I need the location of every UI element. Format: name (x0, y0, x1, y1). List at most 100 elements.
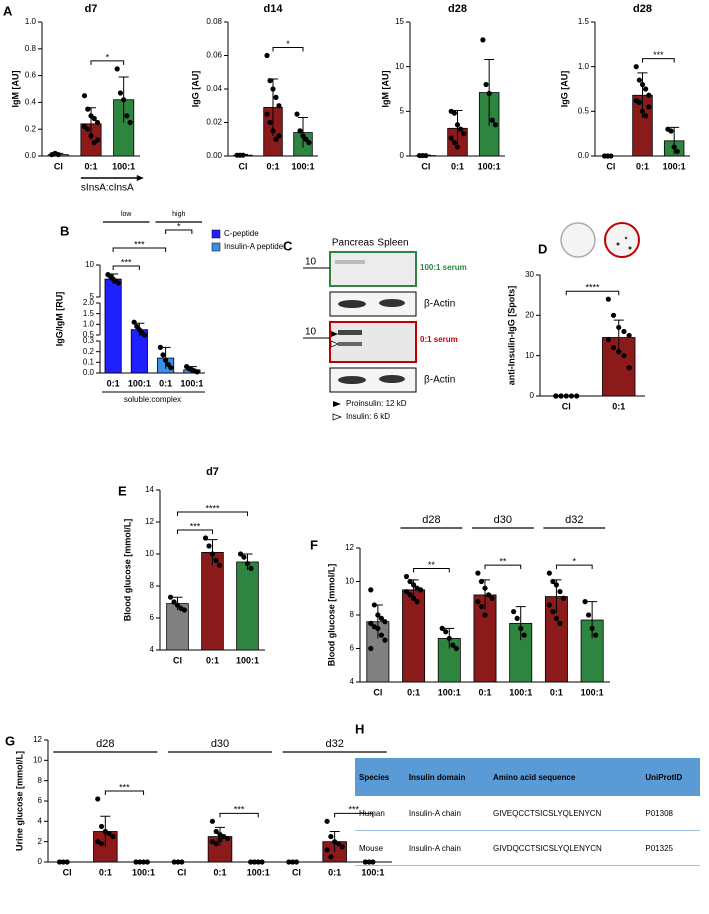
arrowhead (333, 401, 341, 407)
x-tick-label: 100:1 (291, 161, 314, 171)
y-tick-label: 0 (38, 857, 43, 866)
data-point (303, 136, 309, 142)
panel-letter: E (118, 483, 127, 498)
data-point (586, 612, 592, 618)
x-tick-label: 0:1 (451, 161, 464, 171)
x-tick-label: 0:1 (478, 687, 491, 697)
y-tick-label: 1.5 (578, 17, 590, 26)
data-point (478, 604, 485, 610)
data-point (259, 859, 265, 865)
data-point (454, 144, 461, 150)
data-point (140, 859, 147, 865)
y-tick-label: 15 (395, 17, 404, 26)
data-point (553, 615, 560, 621)
data-point (568, 393, 575, 399)
serum-label: 100:1 serum (420, 263, 467, 272)
data-point (482, 612, 488, 618)
x-tick-label: 0:1 (636, 161, 649, 171)
data-point (224, 836, 231, 842)
data-point (141, 332, 148, 338)
lane-label: Spleen (377, 238, 408, 249)
data-point (668, 128, 674, 134)
data-point (121, 97, 127, 103)
table-row: Species Insulin domain Amino acid sequence… (355, 758, 700, 796)
data-point (636, 99, 642, 105)
data-point (478, 578, 485, 585)
y-tick-label: 8 (350, 610, 355, 619)
data-point (480, 37, 486, 43)
legend-swatch (211, 242, 221, 252)
arrowhead (136, 175, 144, 181)
x-axis-label: soluble:complex (124, 395, 181, 404)
x-tick-label: 0:1 (206, 655, 219, 665)
significance-bracket (413, 567, 450, 573)
table-cell: GIVDQCCTSICSLYQLENYCN (489, 830, 642, 866)
y-tick-label: 10 (145, 549, 154, 558)
data-point (553, 393, 559, 399)
data-point (546, 602, 552, 608)
blot-panel: C Pancreas Spleen 10 100:1 serum β-Actin… (283, 238, 467, 421)
data-point (636, 77, 642, 83)
data-point (403, 573, 410, 580)
significance-label: * (573, 557, 577, 567)
serum-label: 0:1 serum (420, 335, 458, 344)
x-tick-label: 100:1 (180, 378, 203, 388)
data-point (521, 632, 527, 638)
data-point (300, 133, 306, 139)
x-tick-label: Cl (373, 687, 382, 697)
data-point (255, 859, 261, 865)
significance-label: *** (134, 239, 145, 249)
y-tick-label: 0.8 (25, 44, 37, 53)
panel-letter: F (310, 537, 318, 552)
x-tick-label: 0:1 (107, 378, 120, 388)
marker-label: 10 (305, 327, 317, 338)
arrowhead (332, 413, 342, 421)
x-tick-label: Cl (239, 161, 248, 171)
data-point (489, 117, 495, 123)
x-tick-label: Cl (54, 161, 63, 171)
actin-label: β-Actin (424, 299, 455, 310)
y-axis-label: IgG/IgM [RU] (54, 292, 64, 347)
data-point (106, 830, 112, 837)
arrowhead (331, 331, 338, 337)
data-point (206, 543, 212, 549)
group-label: d32 (325, 738, 343, 750)
data-point (294, 111, 300, 117)
data-point (94, 119, 101, 126)
data-point (98, 823, 105, 830)
table-cell: Human (355, 796, 405, 831)
y-axis-label: IgM [AU] (380, 71, 390, 108)
y-tick-label: 0.1 (83, 357, 95, 366)
data-point (610, 312, 617, 318)
chart-title: d7 (206, 466, 219, 478)
data-point (56, 859, 63, 865)
data-point (144, 859, 150, 865)
data-point (674, 148, 680, 155)
y-tick-label: 10 (525, 351, 534, 360)
data-point (264, 111, 270, 117)
y-axis-label: Urine glucose [mmol/L] (14, 751, 24, 851)
table-cell: UniProtID (641, 758, 700, 796)
y-tick-label: 20 (525, 310, 534, 319)
data-point (85, 106, 91, 112)
y-tick-label: 8 (150, 581, 155, 590)
significance-label: *** (190, 521, 201, 531)
band (335, 260, 365, 264)
data-point (558, 393, 564, 399)
y-tick-label: 10 (345, 577, 354, 586)
data-point (168, 365, 174, 371)
chart-title: d28 (633, 3, 652, 15)
significance-bracket (90, 60, 125, 65)
y-tick-label: 10 (85, 260, 94, 269)
data-point (137, 859, 143, 865)
annotation-label: sInsA:cInsA (81, 183, 134, 194)
panel-letter: G (5, 733, 15, 748)
significance-label: *** (121, 257, 132, 267)
data-point (546, 570, 552, 576)
data-point (270, 86, 276, 92)
legend-label: C-peptide (224, 229, 259, 238)
band (338, 300, 366, 308)
x-tick-label: 100:1 (247, 867, 270, 877)
significance-bracket (565, 290, 620, 296)
table-cell: P01308 (641, 796, 700, 831)
